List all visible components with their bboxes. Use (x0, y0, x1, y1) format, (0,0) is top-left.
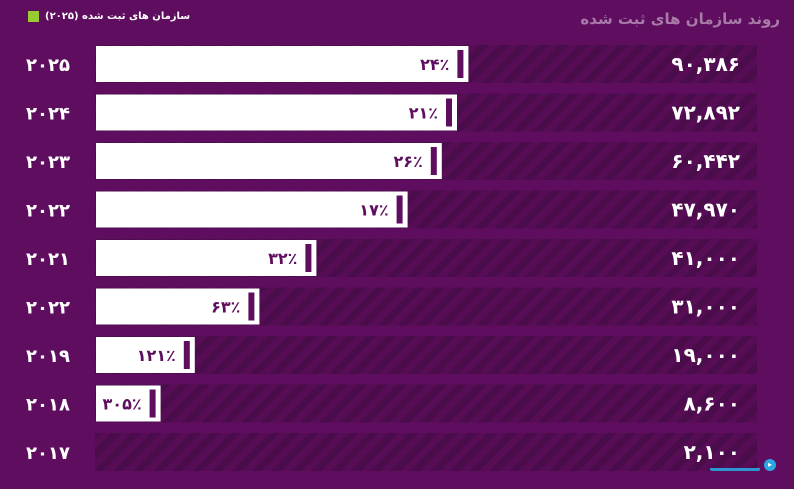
row-band (95, 433, 757, 471)
value-label: ۲,۱۰۰ (684, 440, 740, 464)
year-label: ۲۰۱۷ (26, 443, 70, 464)
row-band (95, 384, 757, 423)
value-label: ۷۲,۸۹۲ (671, 101, 740, 125)
growth-label: ۲۴٪ (420, 55, 449, 74)
value-label: ۴۷,۹۷۰ (671, 198, 740, 222)
logo-wordmark (710, 458, 760, 471)
bar-end-marker (183, 341, 190, 369)
value-label: ۶۰,۴۴۲ (671, 149, 740, 173)
growth-label: ۲۱٪ (409, 104, 438, 123)
bar (96, 94, 457, 131)
year-label: ۲۰۱۹ (26, 346, 70, 367)
bar-end-marker (446, 98, 452, 127)
year-label: ۲۰۲۳ (26, 152, 70, 173)
bar (96, 337, 195, 373)
bar (96, 143, 442, 179)
bar-end-marker (248, 292, 255, 321)
bar (96, 191, 408, 228)
legend: سازمان های ثبت شده (۲۰۲۵) (28, 11, 190, 22)
value-label: ۸,۶۰۰ (684, 392, 740, 416)
growth-label: ۳۲٪ (268, 249, 297, 268)
growth-label: ۲۶٪ (394, 152, 423, 171)
value-label: ۱۹,۰۰۰ (671, 343, 740, 367)
bar-end-marker (305, 244, 312, 272)
bar-end-marker (430, 147, 437, 175)
year-label: ۲۰۲۵ (26, 55, 70, 76)
year-label: ۲۰۱۸ (26, 395, 70, 416)
chart-title: روند سازمان های ثبت شده (580, 10, 780, 28)
bar (96, 46, 469, 82)
growth-label: ۱۷٪ (359, 201, 388, 220)
bar (96, 240, 317, 276)
value-label: ۳۱,۰۰۰ (671, 295, 740, 319)
bar-end-marker (149, 389, 156, 418)
year-label: ۲۰۲۴ (26, 104, 70, 125)
legend-swatch (28, 11, 39, 22)
brand-logo: ▸ (710, 458, 776, 471)
legend-label: سازمان های ثبت شده (۲۰۲۵) (45, 11, 191, 22)
value-label: ۴۱,۰۰۰ (671, 246, 740, 270)
row-band (95, 336, 757, 374)
bar (96, 288, 260, 325)
growth-label: ۳۰۵٪ (103, 395, 142, 414)
growth-label: ۱۲۱٪ (137, 346, 176, 365)
logo-icon: ▸ (764, 458, 776, 471)
growth-label: ۶۳٪ (211, 298, 240, 317)
bar-end-marker (457, 50, 464, 78)
value-label: ۹۰,۳۸۶ (671, 52, 740, 76)
year-label: ۲۰۲۲ (26, 298, 70, 319)
bar-end-marker (396, 195, 403, 224)
year-label: ۲۰۲۲ (26, 201, 70, 222)
year-label: ۲۰۲۱ (26, 249, 70, 270)
